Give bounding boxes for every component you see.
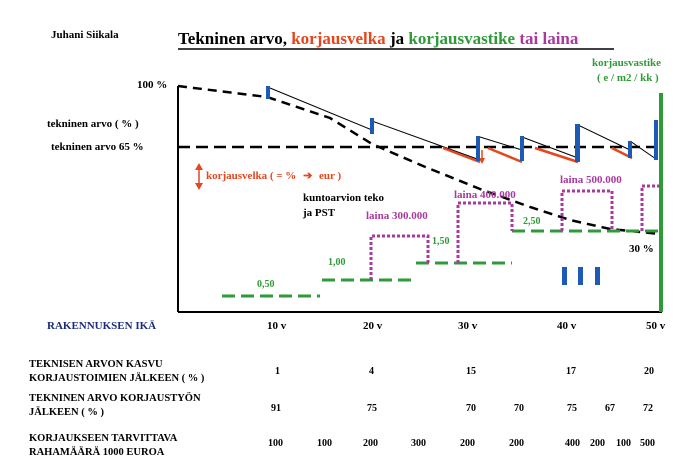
row3-value: 400 [565,438,580,449]
row2-label-line1: TEKNINEN ARVO KORJAUSTYÖN [29,393,201,404]
korjausvelka-eur: eur ) [319,170,342,182]
row2-value: 75 [367,403,377,414]
row3-value: 200 [363,438,378,449]
row3-value: 200 [509,438,524,449]
row2-value: 72 [643,403,653,414]
title-part1: Tekninen arvo, [178,29,292,48]
row3-value: 100 [268,438,283,449]
y-label-tech-65: tekninen arvo 65 % [51,141,144,153]
row2-value: 70 [466,403,476,414]
x-tick-20: 20 v [363,320,383,332]
x-tick-30: 30 v [458,320,478,332]
kuntoarvio-line2: ja PST [303,207,336,219]
x-tick-50: 50 v [646,320,666,332]
y-label-100: 100 % [137,79,168,91]
title-part3: ja [385,29,409,48]
vastike-label-0: 0,50 [257,279,275,290]
label-30-percent: 30 % [629,243,654,255]
row3-label-line1: KORJAUKSEEN TARVITTAVA [29,433,178,444]
row1-value: 15 [466,366,476,377]
row3-label-line2: RAHAMÄÄRÄ 1000 EUROA [29,447,165,458]
laina-500-label: laina 500.000 [560,174,622,186]
x-axis-title: RAKENNUKSEN IKÄ [47,320,157,332]
title-part4: korjausvastike [408,29,516,48]
row3-value: 200 [590,438,605,449]
title-part5: tai laina [515,29,579,48]
vastike-legend-line2: ( e / m2 / kk ) [597,72,659,84]
repair-bars [266,86,658,162]
row3-value: 500 [640,438,655,449]
row2-value: 70 [514,403,524,414]
vastike-label-1: 1,00 [328,257,346,268]
decline-curve-dashed [177,84,661,236]
arrow-right-icon: ➔ [303,170,313,182]
row2-value: 91 [271,403,281,414]
korjausvelka-label: korjausvelka ( = % ➔ eur ) [206,169,341,182]
korjausvelka-segments [442,146,633,164]
page-title: Tekninen arvo, korjausvelka ja korjausva… [178,29,578,49]
row3-value: 200 [460,438,475,449]
row2-label-line2: JÄLKEEN ( % ) [29,407,104,418]
y-label-tech-value: tekninen arvo ( % ) [47,118,139,130]
laina-300-label: laina 300.000 [366,210,428,222]
vastike-label-2: 1,50 [432,236,450,247]
row1-value: 4 [369,366,374,377]
row1-value: 20 [644,366,654,377]
title-part2: korjausvelka [291,29,386,48]
row3-value: 100 [317,438,332,449]
row1-label-line1: TEKNISEN ARVON KASVU [29,359,163,370]
row2-value: 75 [567,403,577,414]
x-tick-10: 10 v [267,320,287,332]
vastike-legend-line1: korjausvastike [592,57,662,69]
laina-400-label: laina 400.000 [454,189,516,201]
x-tick-40: 40 v [557,320,577,332]
row1-label-line2: KORJAUSTOIMIEN JÄLKEEN ( % ) [29,373,205,384]
row3-value: 100 [616,438,631,449]
row1-value: 17 [566,366,576,377]
row2-value: 67 [605,403,615,414]
kuntoarvio-line1: kuntoarvion teko [303,192,384,204]
sawtooth-lines [269,87,657,161]
row1-value: 1 [275,366,280,377]
author-name: Juhani Siikala [51,29,119,41]
small-blue-bars [562,267,600,285]
green-vertical-bar [659,93,663,312]
laina-loans [369,184,660,280]
vastike-label-3: 2,50 [523,216,541,227]
row3-value: 300 [411,438,426,449]
korjausvelka-text: korjausvelka ( = % [206,170,297,182]
vastike-steps [222,229,660,298]
